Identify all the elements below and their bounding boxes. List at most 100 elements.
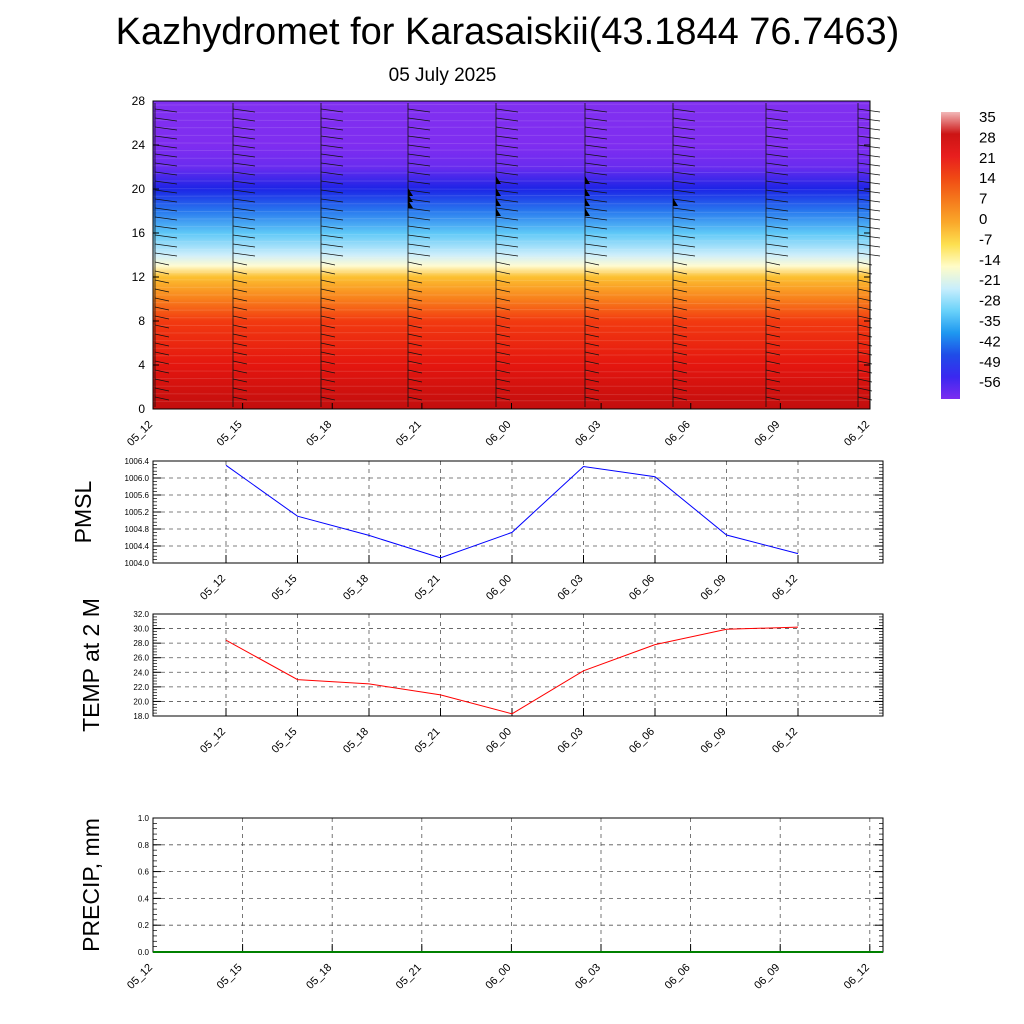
y-tick-label: 20 [132,182,146,196]
x-tick-label: 05_21 [413,573,443,603]
wind-barb [672,126,696,131]
wind-barb [407,369,423,374]
x-tick-label: 05_12 [198,573,228,603]
wind-barb [154,288,170,293]
wind-barb [407,342,423,347]
wind-barb [154,315,170,320]
wind-barb [154,324,170,329]
wind-barb [584,369,600,374]
contour-line [152,308,871,311]
wind-barb [154,378,170,383]
contour-line [152,285,871,288]
wind-barb [584,117,608,122]
wind-barb [320,180,344,185]
wind-barb [495,297,511,302]
y-tick-label: 0.6 [138,868,150,877]
wind-barb [765,261,781,266]
colorbar-label: 35 [979,109,996,126]
wind-barb [857,144,881,149]
wind-barb [320,171,344,176]
x-tick-label: 05_15 [215,419,245,449]
wind-barb [765,324,781,329]
wind-barb [407,306,423,311]
wind-barb [232,216,256,221]
wind-barb [765,297,781,302]
wind-barb [407,351,423,356]
y-tick-label: 4 [138,358,145,372]
wind-barb [320,243,344,248]
wind-barb [232,369,248,374]
wind-barb [495,279,511,284]
y-tick-label: 18.0 [133,712,149,721]
wind-barb [407,360,423,365]
wind-barb [154,279,170,284]
contour-line [152,210,871,214]
wind-barb [320,324,336,329]
y-tick-label: 22.0 [133,683,149,692]
y-tick-label: 0.8 [138,841,150,850]
wind-barb [857,162,881,167]
wind-barb [765,198,789,203]
x-tick-label: 05_12 [125,962,155,992]
wind-barb [584,189,608,194]
wind-barb [154,117,178,122]
contour-line [152,165,871,168]
wind-barb [672,153,696,158]
wind-barb [232,162,256,167]
contour-line [152,324,871,328]
wind-barb [495,144,519,149]
wind-barb [672,234,696,239]
wind-barb [407,171,431,176]
wind-barb [320,225,344,230]
wind-barb [584,351,600,356]
x-tick-label: 05_21 [394,962,424,992]
colorbar-label: 14 [979,170,996,187]
wind-barb [495,126,519,131]
colorbar-label: -56 [979,374,1001,391]
wind-barb [232,261,248,266]
wind-barb [857,198,881,203]
wind-barb [154,135,178,140]
wind-barb [407,180,431,185]
wind-barb [320,189,344,194]
contour-line [152,399,871,402]
wind-barb [584,198,608,203]
x-tick-label: 06_00 [484,573,514,603]
wind-barb [765,315,781,320]
wind-barb [154,270,170,275]
y-tick-label: 8 [138,314,145,328]
wind-barb [584,153,608,158]
wind-barb [584,108,608,113]
wind-barb [495,243,519,248]
wind-barb [765,243,789,248]
x-tick-label: 05_15 [215,962,245,992]
wind-barb [672,333,688,338]
chart-title: Kazhydromet for Karasaiskii(43.1844 76.7… [115,11,900,53]
wind-flag [496,176,501,184]
y-tick-label: 30.0 [133,625,149,634]
wind-barb [672,225,696,230]
wind-barb [407,207,431,212]
wind-barb [584,387,600,392]
wind-barb [765,135,789,140]
wind-barb [320,261,336,266]
wind-barb [232,225,256,230]
wind-barb [154,297,170,302]
wind-barb [154,207,178,212]
wind-barb [857,126,881,131]
wind-flag [585,208,590,216]
x-tick-label: 06_06 [627,726,657,756]
wind-barb [320,198,344,203]
wind-barb [407,144,431,149]
y-tick-label: 1.0 [138,814,150,823]
wind-barb [765,252,789,257]
wind-barb [584,378,600,383]
wind-barb [857,234,881,239]
wind-barb [154,342,170,347]
wind-barb [584,360,600,365]
wind-barb [232,378,248,383]
panel-frame [152,460,884,564]
y-tick-label: 1006.0 [125,474,150,483]
wind-barb [765,171,789,176]
